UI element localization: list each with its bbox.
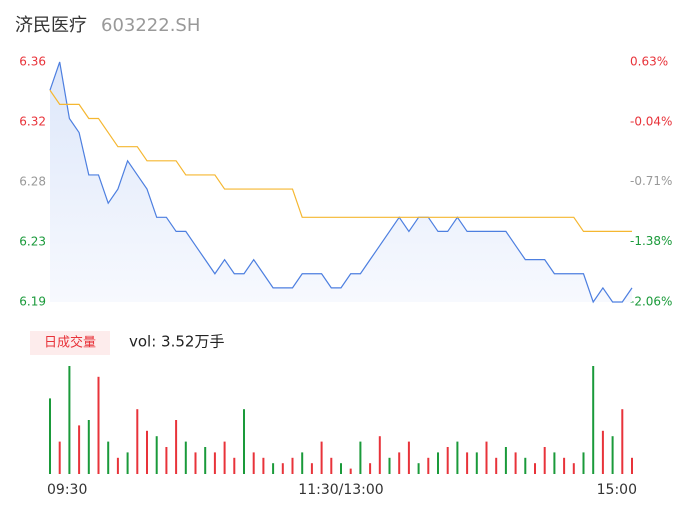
volume-bar	[116, 457, 119, 474]
volume-bar	[58, 441, 61, 474]
volume-bar	[388, 457, 391, 474]
volume-bar	[340, 463, 342, 474]
volume-bar	[359, 441, 362, 474]
x-tick-label: 11:30/13:00	[298, 482, 383, 498]
volume-bar	[243, 409, 245, 474]
series-line	[49, 89, 632, 233]
y-tick-label: 6.36	[19, 55, 46, 69]
volume-bar	[601, 430, 604, 474]
volume-bar	[252, 452, 255, 474]
volume-bar	[398, 452, 401, 474]
volume-bar	[446, 447, 449, 474]
volume-bar	[534, 463, 536, 474]
volume-tag-bg	[30, 331, 110, 355]
volume-bar	[233, 457, 236, 474]
volume-bar	[456, 441, 459, 474]
price-area	[50, 62, 632, 302]
volume-bar	[78, 425, 81, 474]
volume-bar	[504, 447, 507, 474]
volume-bar	[301, 452, 304, 474]
volume-bar	[213, 452, 216, 474]
volume-bar	[407, 441, 410, 474]
volume-bar	[417, 463, 420, 474]
volume-bar	[611, 436, 614, 474]
y-tick-label: 6.19	[19, 295, 46, 309]
y-tick-label: 6.23	[19, 235, 46, 249]
y2-tick-label: 0.63%	[630, 55, 668, 69]
volume-bar	[262, 457, 265, 474]
stock-name: 济民医疗	[15, 15, 87, 36]
volume-bar	[330, 457, 333, 474]
x-tick-label: 09:30	[47, 482, 87, 498]
volume-bar	[126, 452, 129, 474]
volume-bar	[310, 463, 313, 474]
volume-bar	[107, 441, 110, 474]
volume-bar	[437, 452, 439, 474]
volume-bar	[582, 452, 585, 474]
volume-bar	[572, 463, 575, 474]
y2-tick-label: -1.38%	[630, 234, 672, 248]
volume-bar	[223, 441, 226, 474]
volume-tag: 日成交量	[44, 335, 96, 351]
volume-bar	[204, 447, 207, 474]
volume-bar	[427, 457, 430, 474]
volume-bar	[475, 452, 478, 474]
y2-tick-label: -0.04%	[630, 114, 672, 128]
volume-bar	[495, 457, 498, 474]
y-tick-label: 6.28	[19, 175, 46, 189]
volume-bar	[87, 420, 90, 474]
volume-bar	[466, 452, 469, 474]
stock-code: 603222.SH	[101, 15, 200, 36]
volume-bar	[514, 452, 517, 474]
y2-tick-label: -2.06%	[630, 295, 672, 309]
volume-bar	[184, 441, 187, 474]
volume-bar	[563, 457, 566, 474]
volume-summary: vol: 3.52万手	[129, 333, 224, 351]
volume-bar	[194, 452, 197, 474]
y2-tick-label: -0.71%	[630, 174, 672, 188]
volume-bar	[592, 366, 595, 474]
volume-bar	[97, 376, 100, 474]
x-tick-label: 15:00	[597, 482, 637, 498]
volume-bar	[146, 430, 148, 474]
volume-bar	[68, 366, 71, 474]
volume-bar	[165, 447, 168, 474]
volume-bar	[281, 463, 284, 474]
volume-bar	[553, 452, 556, 474]
volume-bar	[524, 457, 527, 474]
volume-bar	[349, 468, 352, 474]
volume-bar	[485, 441, 488, 474]
volume-bar	[543, 447, 546, 474]
volume-bar	[136, 409, 139, 474]
volume-bar	[291, 457, 294, 474]
volume-bar	[621, 409, 624, 474]
y-tick-label: 6.32	[19, 115, 46, 129]
volume-bar	[369, 463, 372, 474]
volume-bar	[631, 457, 633, 474]
volume-bar	[49, 398, 51, 474]
volume-bar	[155, 436, 158, 474]
volume-bar	[272, 463, 275, 474]
volume-bar	[378, 436, 381, 474]
volume-bar	[320, 441, 323, 474]
series-line	[49, 61, 633, 304]
volume-bar	[175, 420, 178, 474]
